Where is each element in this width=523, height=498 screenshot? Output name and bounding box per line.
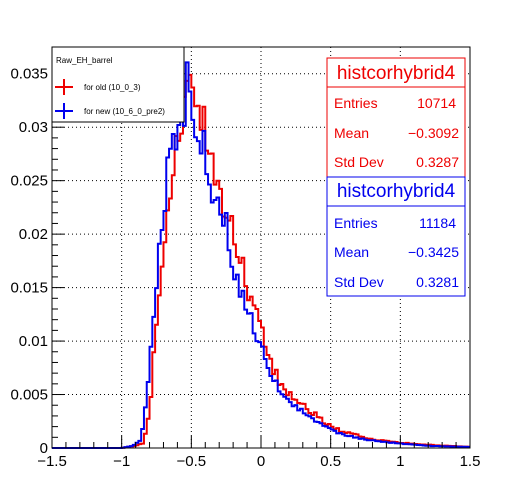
- y-tick-label-7: 0.035: [10, 66, 48, 83]
- stats-old-stddev-value: 0.3287: [416, 154, 459, 170]
- y-tick-label-3: 0.015: [10, 280, 48, 297]
- y-tick-label-0: 0: [40, 440, 48, 457]
- x-tick-label-1: −1: [113, 453, 130, 470]
- legend-title: Raw_EH_barrel: [56, 56, 113, 65]
- stats-new-title: histcorhybrid4: [337, 181, 456, 202]
- stats-old-stddev-label: Std Dev: [334, 154, 384, 170]
- stats-old-entries-value: 10714: [417, 95, 456, 111]
- y-tick-label-6: 0.03: [19, 119, 48, 136]
- stats-new-stddev-value: 0.3281: [416, 274, 459, 290]
- legend: Raw_EH_barrel for old (10_0_3) for new (…: [52, 47, 184, 122]
- stats-new-mean-value: −0.3425: [408, 244, 459, 260]
- x-tick-label-2: −0.5: [177, 453, 207, 470]
- x-tick-label-5: 1: [396, 453, 404, 470]
- x-tick-label-3: 0: [257, 453, 265, 470]
- stats-new-entries-value: 11184: [419, 215, 456, 231]
- stats-old-mean-label: Mean: [334, 125, 369, 141]
- stats-old-mean-value: −0.3092: [408, 125, 459, 141]
- y-tick-label-5: 0.025: [10, 173, 48, 190]
- x-tick-label-4: 0.5: [320, 453, 341, 470]
- y-tick-label-4: 0.02: [19, 226, 48, 243]
- stats-old-entries-label: Entries: [334, 95, 378, 111]
- legend-label-new: for new (10_6_0_pre2): [84, 107, 165, 116]
- y-tick-label-2: 0.01: [19, 333, 48, 350]
- stats-new-entries-label: Entries: [334, 215, 378, 231]
- legend-label-old: for old (10_0_3): [84, 83, 141, 92]
- stats-new-mean-label: Mean: [334, 244, 369, 260]
- stats-new-stddev-label: Std Dev: [334, 274, 384, 290]
- x-tick-label-6: 1.5: [460, 453, 481, 470]
- y-tick-label-1: 0.005: [10, 387, 48, 404]
- stats-box-old: histcorhybrid4 Entries 10714 Mean −0.309…: [327, 58, 465, 177]
- stats-old-title: histcorhybrid4: [337, 63, 456, 84]
- stats-box-new: histcorhybrid4 Entries 11184 Mean −0.342…: [327, 177, 465, 296]
